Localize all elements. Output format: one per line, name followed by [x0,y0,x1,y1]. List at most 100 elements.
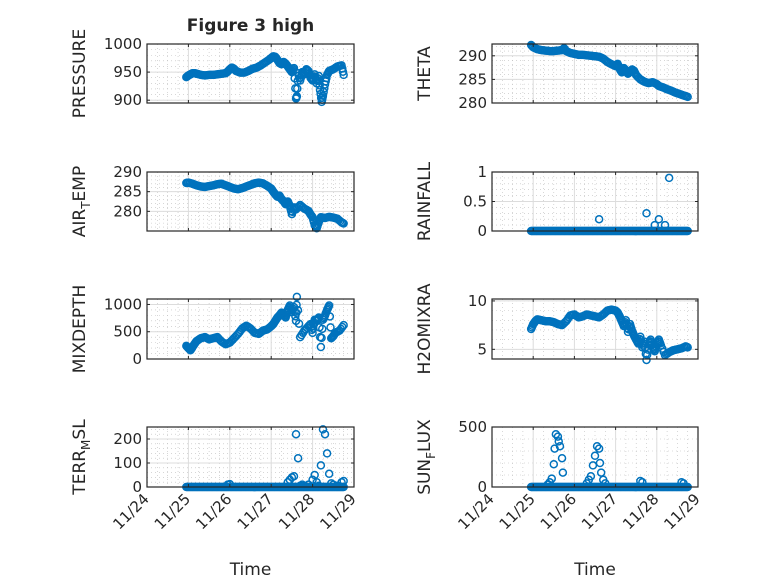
x-tick-label: 11/27 [234,490,277,533]
x-tick-label: 11/26 [537,490,580,533]
data-point [312,79,321,88]
data-point [619,63,629,73]
data-point [578,50,587,60]
data-point [586,311,596,320]
data-point [654,214,664,224]
y-tick-label: 1000 [104,295,142,313]
y-axis-label: TERRMSL [70,419,93,496]
y-tick-label: 950 [113,63,142,81]
data-point [558,468,568,477]
y-tick-label: 290 [458,47,487,65]
data-point [196,182,206,191]
data-point [642,350,652,360]
data-point [652,79,662,89]
data-point [308,475,317,485]
data-point [293,453,303,463]
data-point [549,459,559,469]
data-point [671,88,680,97]
data-point [320,311,330,320]
data-point [292,92,302,101]
data-point [574,313,583,322]
data-point [329,213,338,222]
data-point [660,220,670,230]
data-point [638,477,647,487]
data-point [250,328,259,338]
data-point [208,70,218,80]
y-tick-label: 0 [477,222,487,240]
data-point [625,67,635,77]
data-point [642,355,651,365]
data-point [656,341,666,350]
data-point [566,311,575,320]
data-point [526,40,536,50]
data-point [627,326,637,336]
data-point [235,68,245,77]
data-point [308,212,317,222]
subplot-theta: 280 285 290 THETA [415,40,699,112]
data-point [322,449,332,458]
data-point [320,213,330,223]
subplot-rainfall: 0 0.5 1 RAINFALL [415,161,699,241]
x-axis-label: Time [573,560,616,580]
data-point [316,461,326,470]
axes-box [146,298,355,360]
data-point [196,334,206,343]
data-point [594,444,604,453]
data-point [213,70,222,79]
data-point [184,343,193,353]
y-tick-label: 280 [458,94,487,112]
data-point [537,45,546,55]
x-tick-label: 11/26 [192,490,235,533]
data-point [339,70,348,80]
data-point [310,70,319,79]
data-point [654,81,664,91]
data-point [326,334,336,343]
data-point [640,77,649,87]
y-tick-label: 280 [113,202,142,220]
data-point [545,46,554,56]
data-point [339,219,348,228]
data-point [662,85,672,94]
x-tick-label: 11/28 [275,490,318,533]
data-point [553,319,563,329]
data-point [302,65,311,74]
data-point [335,326,344,335]
data-point [317,333,326,343]
data-point [644,78,653,88]
data-point [308,328,317,338]
data-point [326,323,335,332]
data-point [240,68,249,77]
data-point [664,173,674,183]
data-point [300,204,309,213]
x-tick-label: 11/25 [496,490,539,533]
data-point [221,181,230,190]
data-point [603,306,612,315]
data-point [337,61,346,70]
data-point [526,324,536,334]
data-point [683,92,692,102]
x-tick-label: 11/27 [578,490,621,533]
data-point [666,86,676,95]
data-point [324,301,334,310]
data-point [554,437,563,446]
data-point [213,179,222,189]
y-tick-label: 500 [113,323,142,341]
data-point [266,322,276,331]
data-point [248,64,257,73]
data-point [314,71,324,81]
data-point [318,324,327,334]
data-point [574,50,583,60]
data-point [246,180,255,190]
data-point [339,320,348,330]
y-tick-label: 0 [132,478,142,496]
data-point [683,343,692,352]
data-point [229,64,239,73]
data-point [320,429,330,439]
y-tick-label: 0 [132,350,142,368]
data-point [594,214,604,224]
data-point [204,181,214,191]
data-point [291,429,301,439]
